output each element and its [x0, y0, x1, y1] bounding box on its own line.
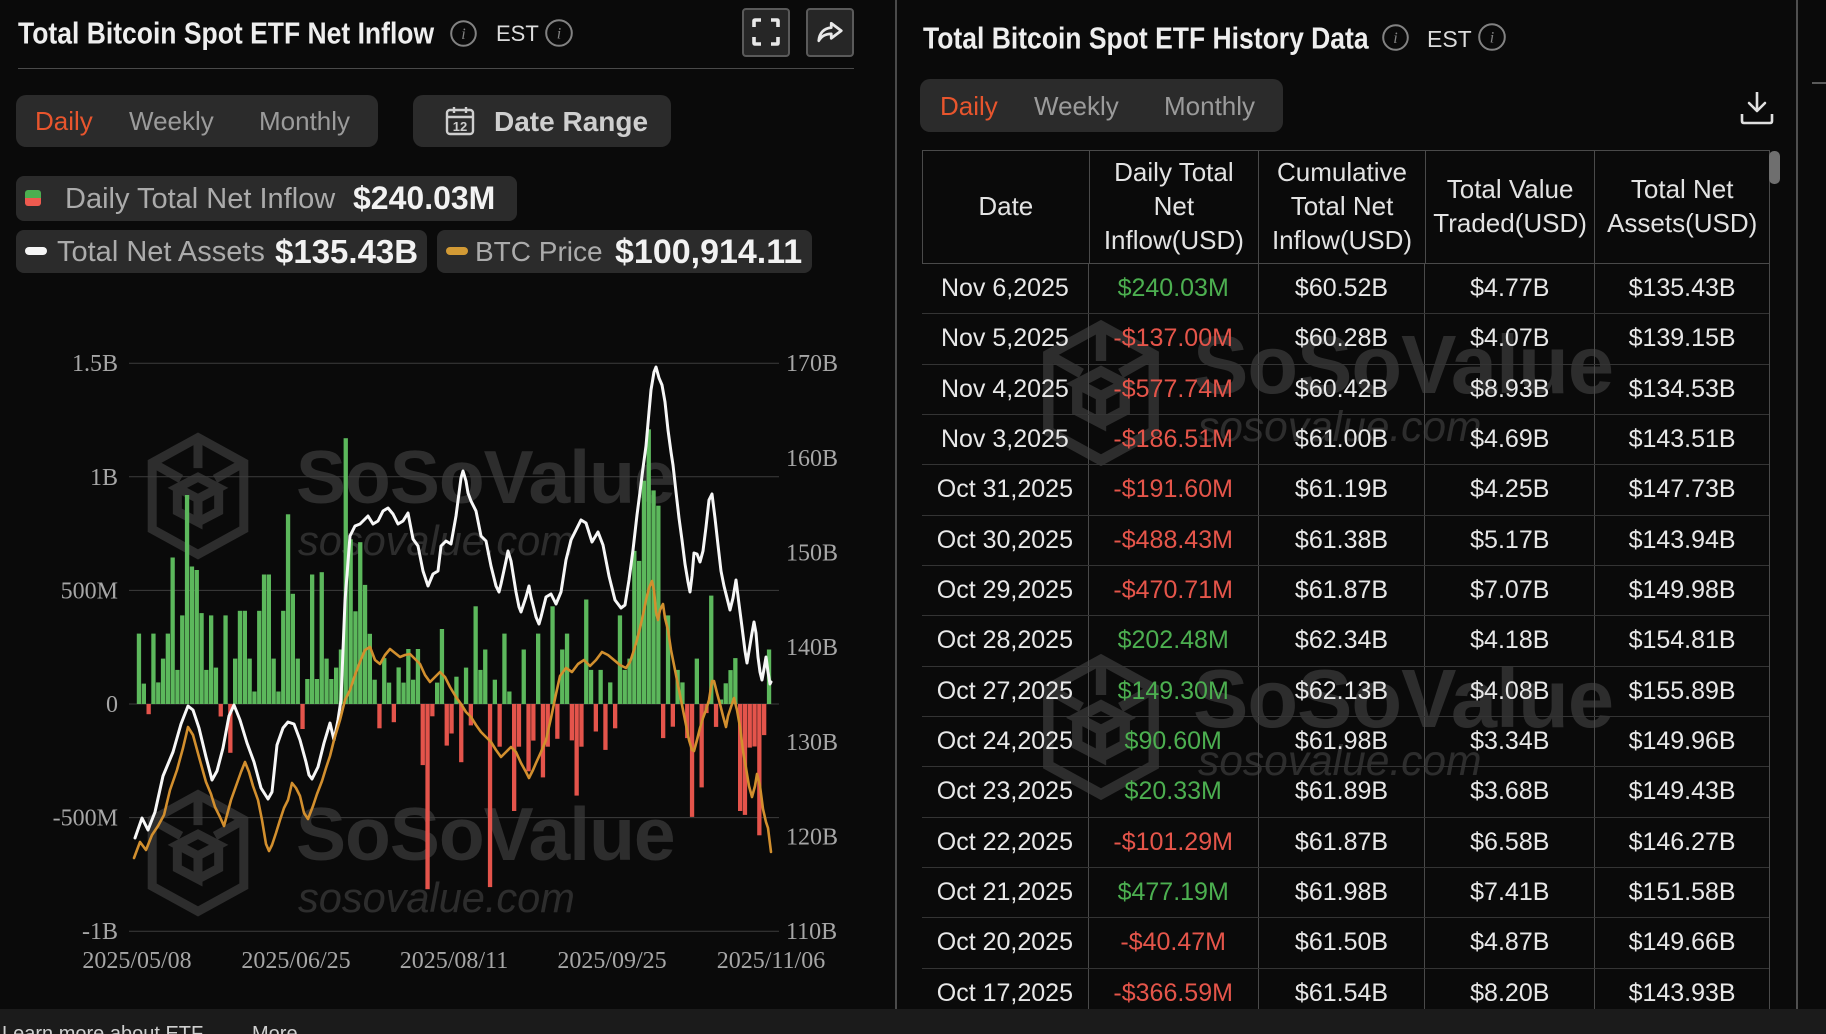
svg-text:160B: 160B [786, 446, 838, 472]
svg-text:-1B: -1B [82, 919, 118, 945]
svg-text:i: i [557, 26, 561, 43]
svg-text:i: i [1393, 30, 1397, 47]
svg-text:110B: 110B [786, 919, 837, 945]
svg-text:0: 0 [106, 692, 118, 718]
svg-text:12: 12 [453, 119, 467, 134]
svg-text:2025/06/25: 2025/06/25 [241, 948, 350, 974]
svg-text:i: i [461, 26, 465, 43]
svg-text:500M: 500M [61, 578, 118, 604]
svg-text:170B: 170B [786, 351, 838, 377]
svg-text:2025/05/08: 2025/05/08 [82, 948, 191, 974]
svg-text:2025/09/25: 2025/09/25 [557, 948, 666, 974]
svg-text:i: i [1490, 30, 1494, 47]
svg-text:2025/08/11: 2025/08/11 [400, 948, 508, 974]
svg-text:120B: 120B [786, 825, 838, 851]
svg-text:2025/11/06: 2025/11/06 [717, 948, 825, 974]
svg-text:150B: 150B [786, 541, 838, 567]
svg-text:1.5B: 1.5B [72, 351, 118, 377]
svg-text:140B: 140B [786, 635, 838, 661]
svg-text:-500M: -500M [53, 806, 118, 832]
svg-text:1B: 1B [90, 465, 118, 491]
svg-text:130B: 130B [786, 730, 838, 756]
